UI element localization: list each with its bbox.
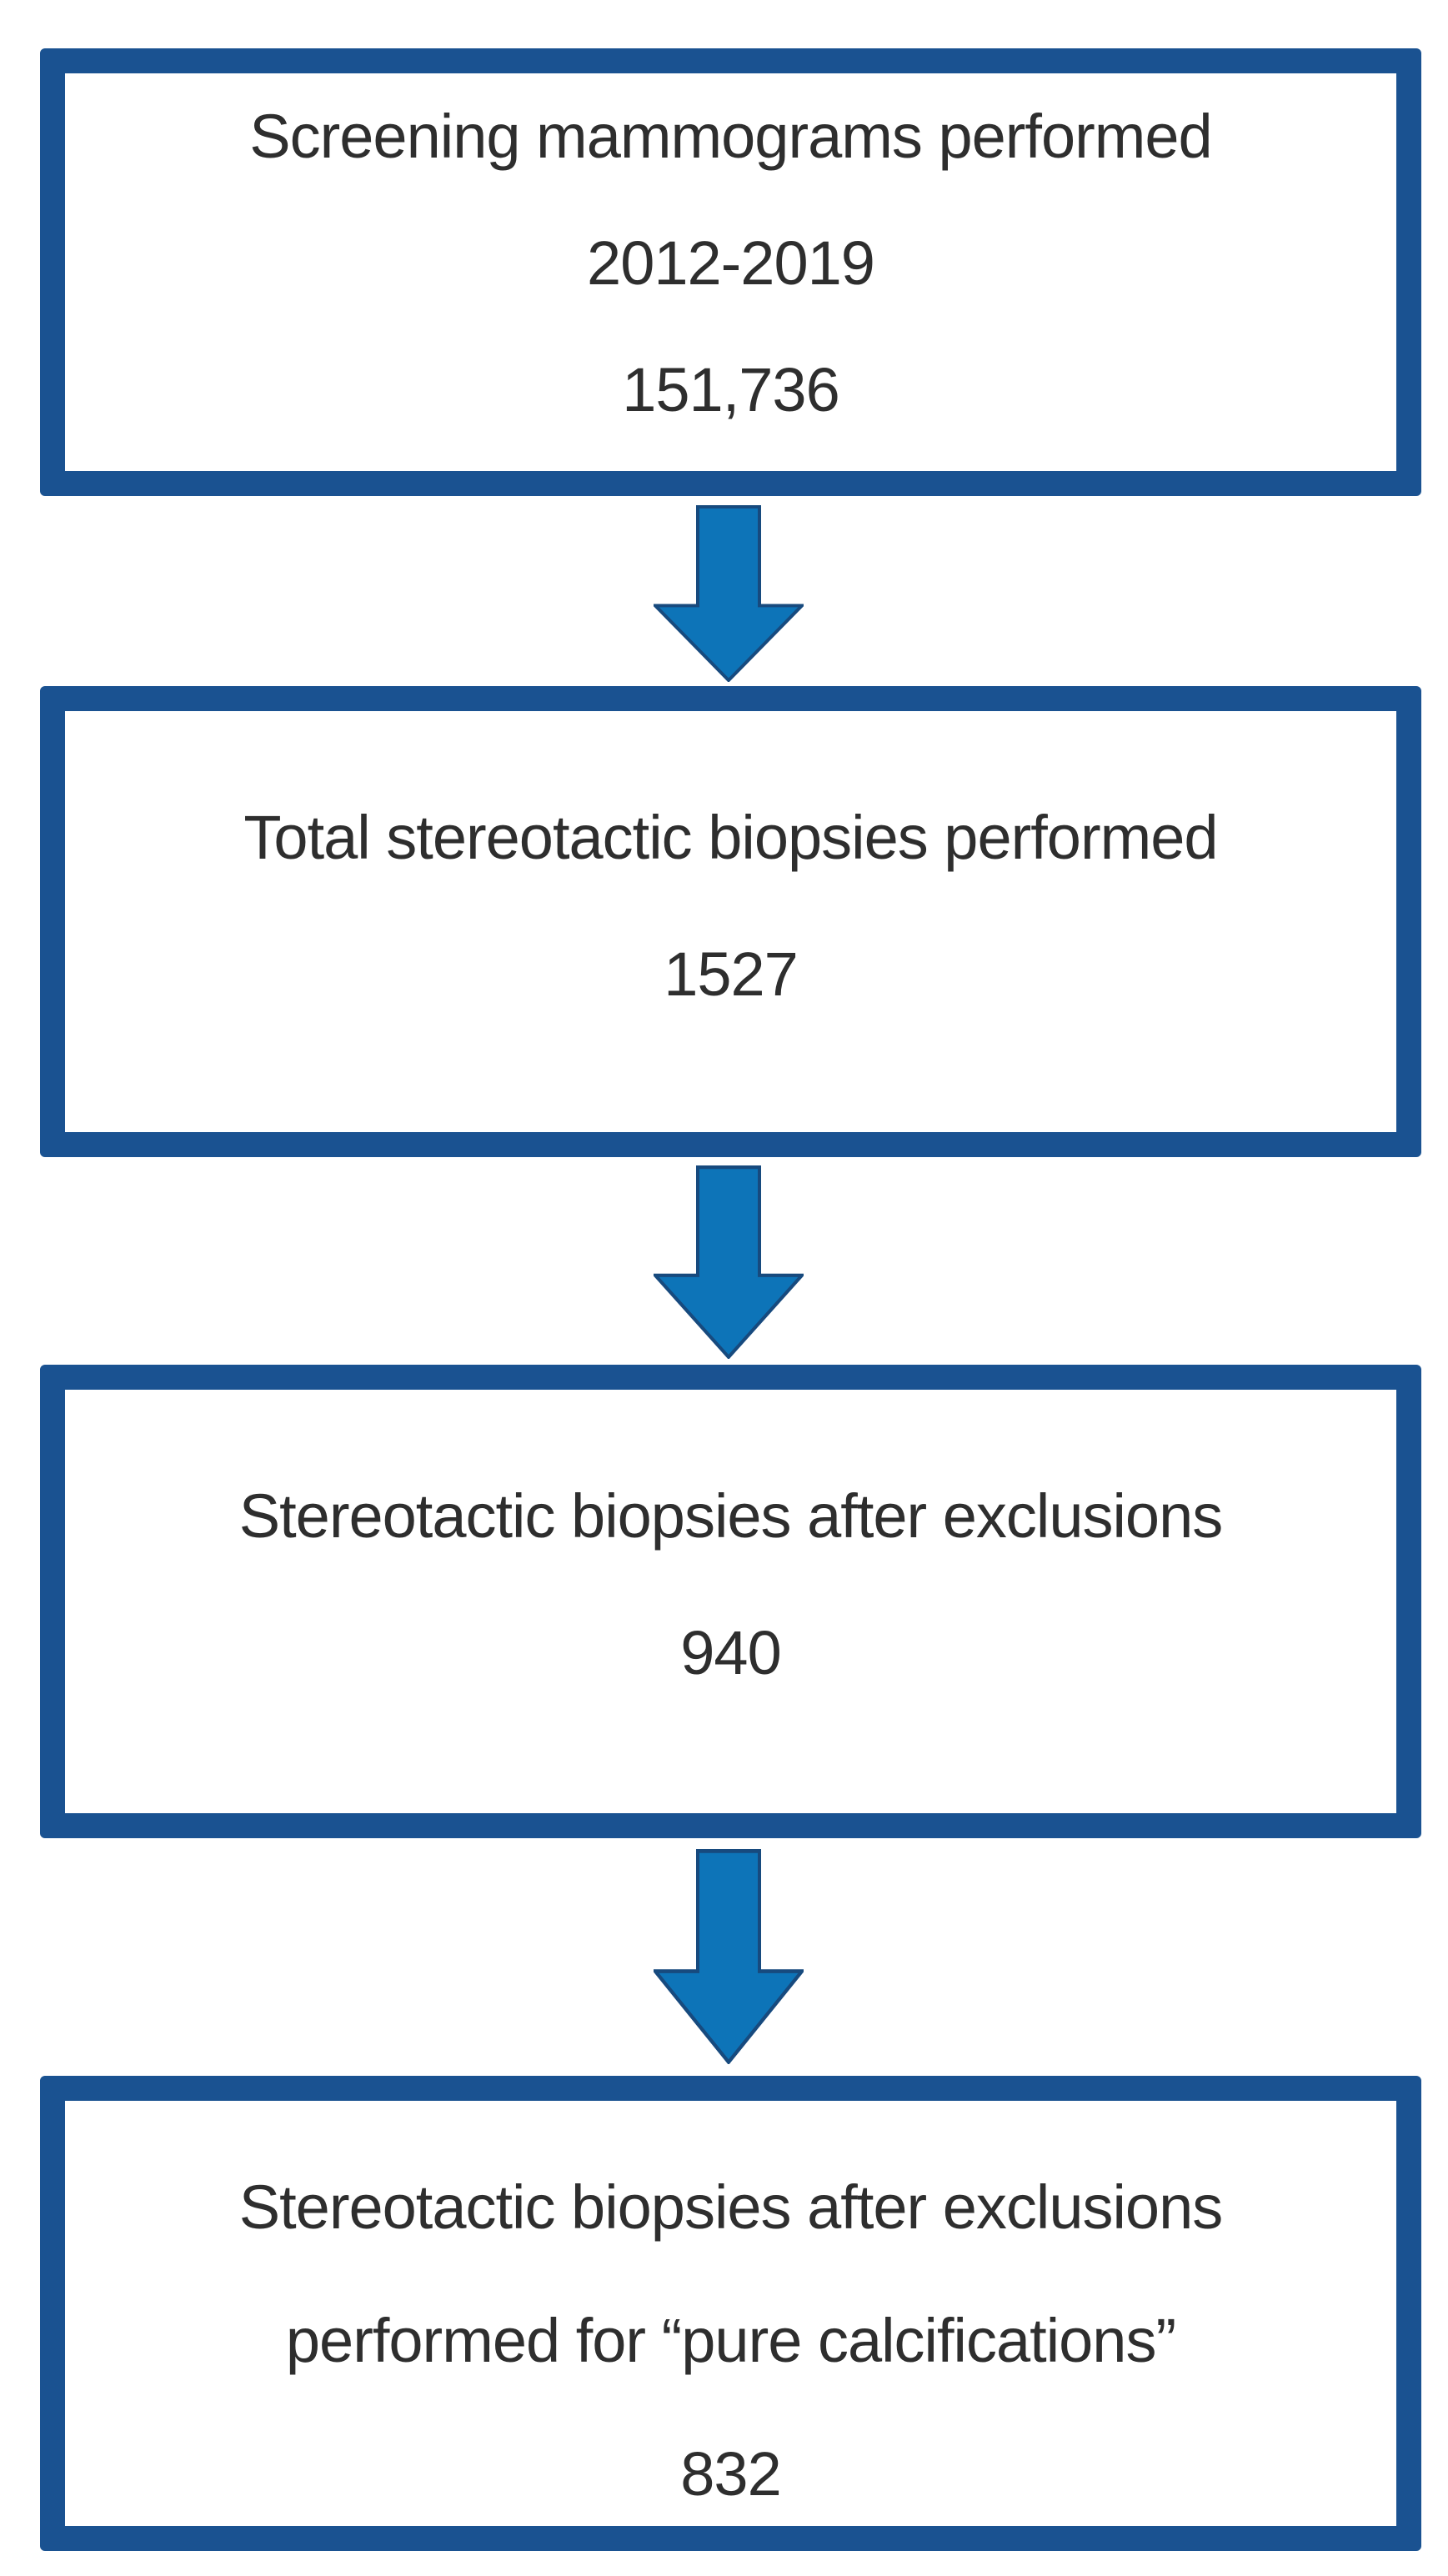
box-count: 1527 xyxy=(664,940,799,1009)
box-title-continued: performed for “pure calcifications” xyxy=(285,2306,1176,2375)
down-arrow-icon xyxy=(654,505,804,682)
box-title: Stereotactic biopsies after exclusions xyxy=(238,1481,1224,1551)
box-title: Stereotactic biopsies after exclusions xyxy=(238,2173,1224,2242)
flow-box-biopsies-after-exclusions: Stereotactic biopsies after exclusions 9… xyxy=(40,1365,1421,1838)
flow-box-screening-mammograms: Screening mammograms performed 2012-2019… xyxy=(40,48,1421,496)
flow-box-biopsies-pure-calcifications: Stereotactic biopsies after exclusions p… xyxy=(40,2076,1421,2551)
box-count: 940 xyxy=(680,1618,781,1687)
down-arrow-icon xyxy=(654,1849,804,2064)
box-count: 832 xyxy=(680,2439,781,2508)
box-count: 151,736 xyxy=(622,355,840,424)
flow-box-total-stereotactic-biopsies: Total stereotactic biopsies performed 15… xyxy=(40,686,1421,1157)
box-title: Total stereotactic biopsies performed xyxy=(243,803,1218,872)
box-subtitle-years: 2012-2019 xyxy=(587,228,875,298)
box-title: Screening mammograms performed xyxy=(249,102,1212,171)
down-arrow-icon xyxy=(654,1165,804,1359)
